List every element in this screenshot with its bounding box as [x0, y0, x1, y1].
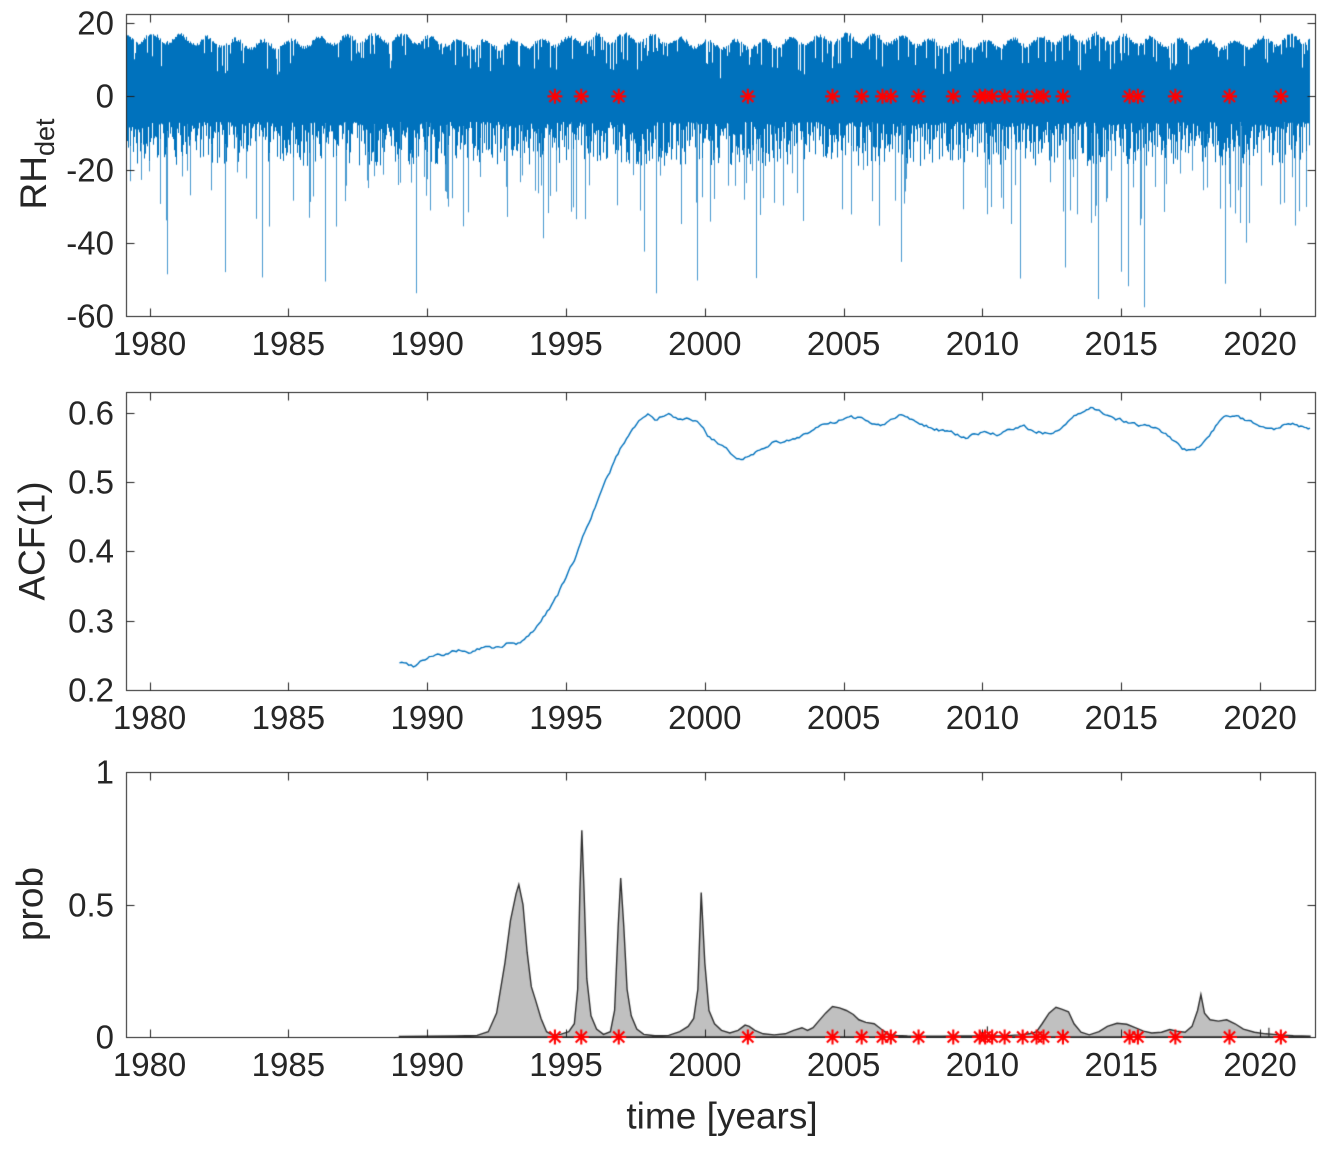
panel1-ytick--40: -40: [66, 224, 114, 262]
panel2-ytick-0.5: 0.5: [68, 463, 114, 501]
panel3-xtick-2010: 2010: [945, 1046, 1020, 1083]
panel1-xtick-2015: 2015: [1084, 325, 1158, 362]
panel1-xtick-1980: 1980: [112, 325, 187, 362]
panel2-xtick-2010: 2010: [945, 699, 1020, 736]
panel3-xtick-1985: 1985: [251, 1046, 326, 1083]
panel2-xtick-2015: 2015: [1084, 699, 1158, 736]
panel2-y-axis-label: ACF(1): [11, 481, 53, 601]
panel1-y-axis-label: RHdet: [12, 118, 61, 210]
panel3-ytick-1: 1: [95, 753, 114, 791]
panel1-xtick-1985: 1985: [251, 325, 326, 362]
panel1-xtick-1990: 1990: [390, 325, 464, 362]
panel2-xtick-2020: 2020: [1223, 699, 1297, 736]
panel3-y-axis-label: prob: [9, 866, 51, 942]
panel1-y-axis-label-sub: det: [30, 118, 61, 157]
panel1-ytick-0: 0: [95, 77, 114, 115]
panel3-ytick-0: 0: [95, 1018, 114, 1056]
panel3-xtick-1990: 1990: [390, 1046, 464, 1083]
panel1-xtick-2005: 2005: [806, 325, 881, 362]
panel2-xtick-1980: 1980: [112, 699, 187, 736]
panel2-ytick-0.2: 0.2: [68, 671, 114, 709]
panel3-xtick-2005: 2005: [806, 1046, 881, 1083]
panel1-xtick-2020: 2020: [1223, 325, 1297, 362]
panel3-xtick-1980: 1980: [112, 1046, 187, 1083]
panel1-ytick-20: 20: [77, 4, 114, 42]
panel2-xtick-2005: 2005: [806, 699, 881, 736]
panel2-xtick-2000: 2000: [668, 699, 742, 736]
panel3-xtick-2020: 2020: [1223, 1046, 1297, 1083]
panel3-xtick-2000: 2000: [668, 1046, 742, 1083]
panel3-ytick-0.5: 0.5: [68, 886, 114, 923]
panel3-xtick-1995: 1995: [529, 1046, 603, 1083]
panel1-xtick-2010: 2010: [945, 325, 1020, 362]
panel1-ytick--20: -20: [66, 151, 114, 189]
panel2-ytick-0.3: 0.3: [68, 602, 114, 640]
panel1-xtick-2000: 2000: [668, 325, 742, 362]
panel2-ytick-0.4: 0.4: [68, 532, 114, 570]
panel2-ytick-0.6: 0.6: [68, 394, 114, 432]
panel1-ytick--60: -60: [66, 297, 114, 335]
panel3-xtick-2015: 2015: [1084, 1046, 1158, 1083]
panel2-xtick-1985: 1985: [251, 699, 326, 736]
panel2-xtick-1990: 1990: [390, 699, 464, 736]
panel1-xtick-1995: 1995: [529, 325, 603, 362]
panel2-xtick-1995: 1995: [529, 699, 603, 736]
x-axis-label: time [years]: [626, 1095, 818, 1137]
panel1-y-axis-label-main: RH: [12, 156, 54, 210]
